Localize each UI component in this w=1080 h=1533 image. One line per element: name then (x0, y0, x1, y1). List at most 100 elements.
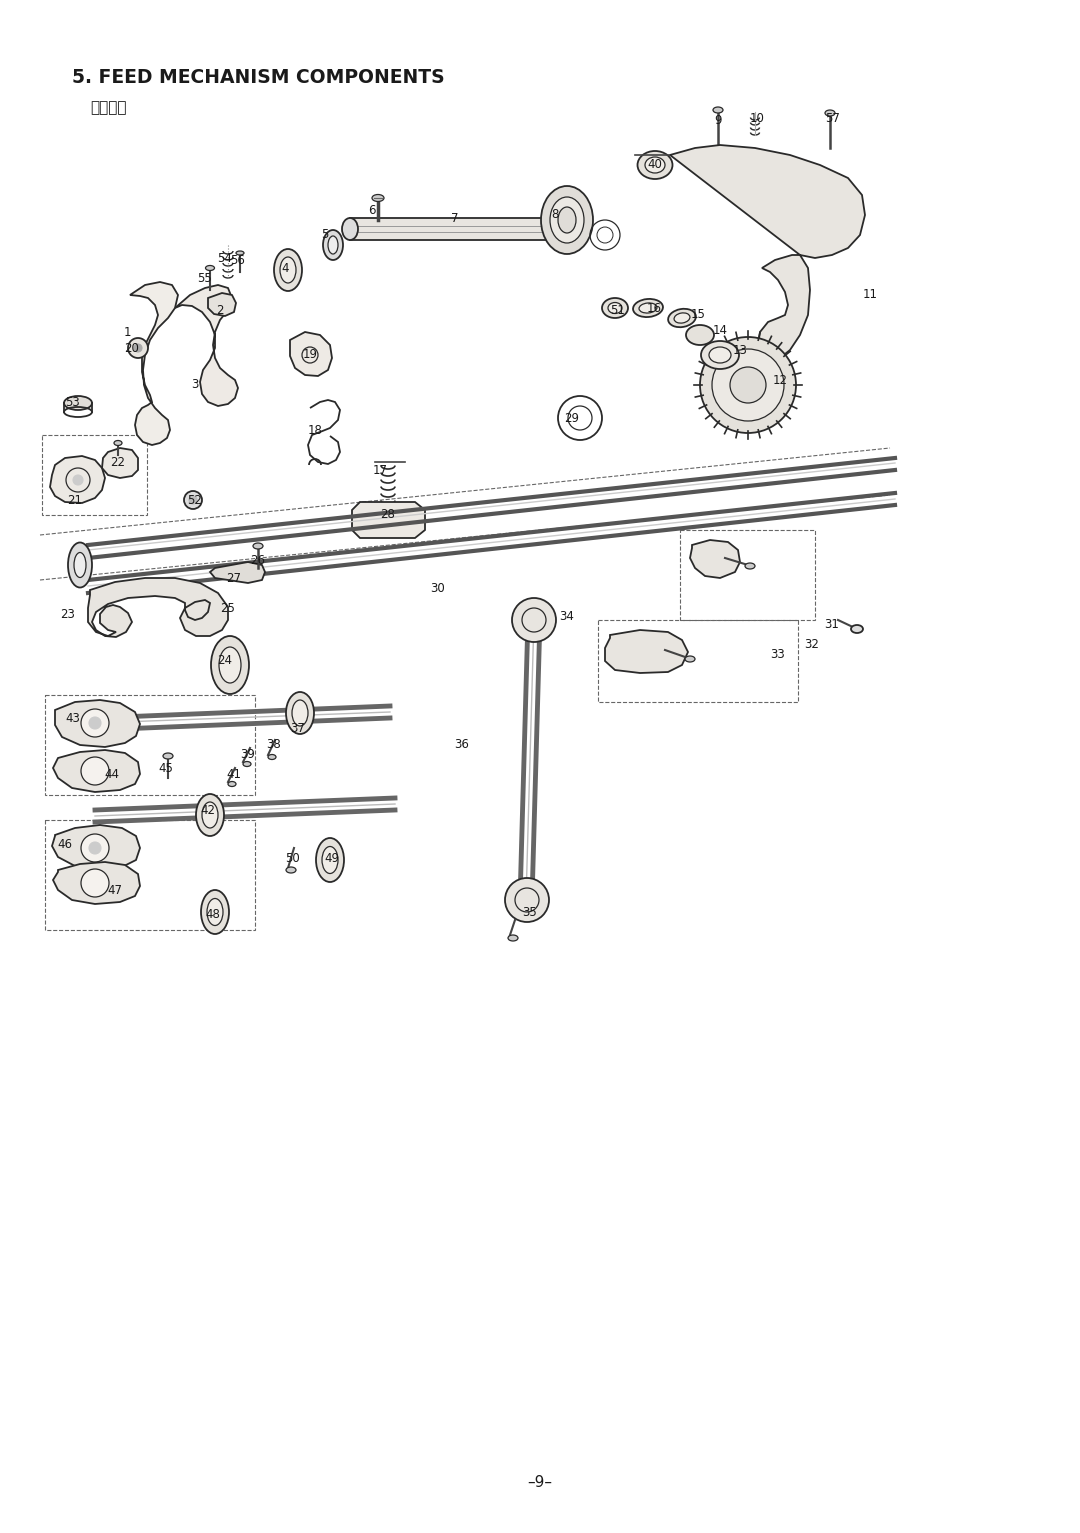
Text: 22: 22 (110, 455, 125, 469)
Text: 57: 57 (825, 112, 840, 124)
Text: 1: 1 (123, 327, 131, 339)
Polygon shape (102, 448, 138, 478)
Text: 9: 9 (714, 113, 721, 127)
Ellipse shape (268, 754, 276, 759)
Ellipse shape (701, 340, 739, 369)
Text: 51: 51 (610, 304, 625, 316)
Circle shape (184, 491, 202, 509)
Ellipse shape (195, 794, 224, 835)
Text: 11: 11 (863, 288, 877, 302)
Text: 2: 2 (216, 304, 224, 316)
Text: 13: 13 (732, 343, 747, 357)
Ellipse shape (253, 543, 264, 549)
Circle shape (81, 869, 109, 897)
Circle shape (73, 475, 83, 484)
Text: 19: 19 (302, 348, 318, 362)
Ellipse shape (237, 251, 244, 254)
Ellipse shape (685, 656, 696, 662)
Polygon shape (210, 563, 265, 583)
Text: 29: 29 (565, 411, 580, 425)
Text: 5. FEED MECHANISM COMPONENTS: 5. FEED MECHANISM COMPONENTS (72, 67, 445, 87)
Text: 52: 52 (188, 494, 202, 506)
Ellipse shape (508, 935, 518, 941)
Text: 35: 35 (523, 906, 538, 918)
Ellipse shape (316, 839, 345, 881)
Text: 16: 16 (647, 302, 661, 314)
Ellipse shape (228, 782, 237, 786)
Text: 31: 31 (824, 618, 839, 632)
Polygon shape (130, 282, 178, 445)
Text: 53: 53 (66, 397, 80, 409)
Ellipse shape (851, 625, 863, 633)
Ellipse shape (211, 636, 249, 694)
Polygon shape (670, 146, 865, 360)
Ellipse shape (637, 150, 673, 179)
Text: 38: 38 (267, 739, 282, 751)
Text: 23: 23 (60, 609, 76, 621)
Ellipse shape (541, 185, 593, 254)
Text: 10: 10 (750, 112, 765, 124)
Text: 6: 6 (368, 204, 376, 216)
Circle shape (134, 343, 141, 353)
Text: 49: 49 (324, 851, 339, 865)
Ellipse shape (713, 107, 723, 113)
Text: 32: 32 (805, 639, 820, 652)
Circle shape (189, 497, 197, 504)
Text: 50: 50 (285, 851, 299, 865)
Ellipse shape (342, 218, 357, 241)
Ellipse shape (639, 304, 657, 313)
Text: 39: 39 (241, 748, 256, 762)
Ellipse shape (633, 299, 663, 317)
Ellipse shape (553, 218, 567, 241)
Ellipse shape (645, 156, 665, 173)
Text: 5: 5 (322, 228, 328, 242)
Ellipse shape (202, 802, 218, 828)
Text: 40: 40 (648, 158, 662, 172)
Circle shape (730, 366, 766, 403)
Ellipse shape (201, 891, 229, 934)
Polygon shape (690, 540, 740, 578)
Text: 46: 46 (57, 839, 72, 851)
Text: 送り関係: 送り関係 (90, 100, 126, 115)
Polygon shape (352, 501, 426, 538)
Ellipse shape (674, 313, 690, 323)
Text: 45: 45 (159, 762, 174, 774)
Polygon shape (53, 862, 140, 904)
Ellipse shape (205, 265, 215, 270)
Ellipse shape (322, 846, 338, 874)
Text: 56: 56 (230, 253, 245, 267)
Text: 27: 27 (227, 572, 242, 584)
Text: 20: 20 (124, 342, 139, 354)
Polygon shape (175, 285, 238, 406)
Text: 41: 41 (227, 768, 242, 782)
Circle shape (89, 842, 102, 854)
Text: 8: 8 (551, 208, 558, 221)
Circle shape (81, 708, 109, 737)
Polygon shape (605, 630, 688, 673)
Ellipse shape (243, 762, 251, 766)
Ellipse shape (602, 297, 627, 317)
Ellipse shape (608, 302, 622, 314)
Ellipse shape (64, 396, 92, 409)
Ellipse shape (274, 248, 302, 291)
Polygon shape (53, 750, 140, 793)
Text: 48: 48 (205, 909, 220, 921)
Text: 15: 15 (690, 308, 705, 322)
Polygon shape (350, 218, 561, 241)
Ellipse shape (708, 346, 731, 363)
Circle shape (129, 337, 148, 359)
Text: –9–: –9– (527, 1475, 553, 1490)
Ellipse shape (825, 110, 835, 117)
Ellipse shape (163, 753, 173, 759)
Text: 55: 55 (198, 271, 213, 285)
Ellipse shape (550, 198, 584, 244)
Ellipse shape (68, 543, 92, 587)
Text: 21: 21 (67, 494, 82, 506)
Ellipse shape (114, 440, 122, 446)
Circle shape (81, 757, 109, 785)
Text: 26: 26 (251, 553, 266, 567)
Text: 47: 47 (108, 883, 122, 897)
Ellipse shape (745, 563, 755, 569)
Text: 24: 24 (217, 653, 232, 667)
Polygon shape (87, 578, 228, 638)
